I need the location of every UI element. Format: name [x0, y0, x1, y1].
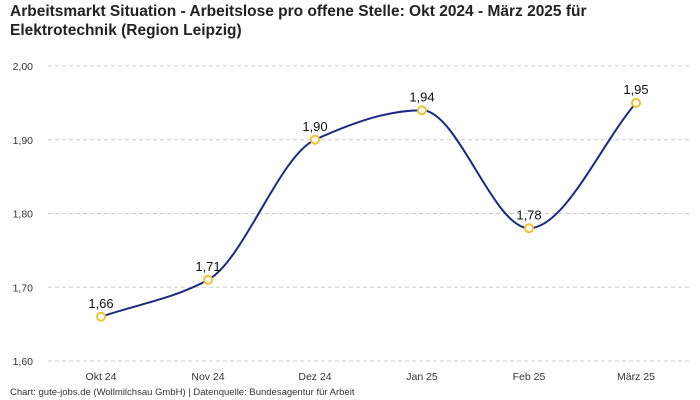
chart-title: Arbeitsmarkt Situation - Arbeitslose pro… — [10, 3, 587, 39]
x-tick-label: Feb 25 — [513, 371, 546, 383]
y-tick-label: 1,80 — [13, 209, 34, 221]
data-markers — [96, 97, 641, 322]
grid-lines — [48, 65, 692, 362]
x-tick-label: Dez 24 — [298, 371, 331, 383]
x-tick-label: Okt 24 — [86, 371, 117, 383]
data-label: 1,94 — [409, 89, 434, 104]
data-point — [417, 105, 427, 116]
y-axis: 2,00 1,90 1,80 1,70 1,60 — [13, 61, 34, 368]
y-tick-label: 1,70 — [13, 282, 34, 294]
data-label: 1,78 — [516, 207, 541, 222]
x-axis: Okt 24 Nov 24 Dez 24 Jan 25 Feb 25 März 25 — [86, 371, 656, 383]
data-label: 1,66 — [88, 296, 113, 311]
series-line — [100, 102, 637, 318]
data-label: 1,71 — [195, 259, 220, 274]
chart-footer: Chart: gute-jobs.de (Wollmilchsau GmbH) … — [10, 387, 355, 398]
data-point — [631, 97, 641, 108]
y-tick-label: 1,90 — [13, 135, 34, 147]
x-tick-label: Nov 24 — [191, 371, 224, 383]
x-tick-label: März 25 — [617, 371, 655, 383]
data-point — [203, 274, 213, 285]
data-point — [96, 311, 106, 322]
y-tick-label: 2,00 — [13, 61, 34, 73]
data-point — [524, 223, 534, 234]
x-tick-label: Jan 25 — [406, 371, 438, 383]
data-labels: 1,66 1,71 1,90 1,94 1,78 1,95 — [88, 82, 648, 311]
data-label: 1,95 — [623, 82, 648, 97]
data-point — [310, 134, 320, 145]
data-label: 1,90 — [302, 119, 327, 134]
y-tick-label: 1,60 — [13, 356, 34, 368]
